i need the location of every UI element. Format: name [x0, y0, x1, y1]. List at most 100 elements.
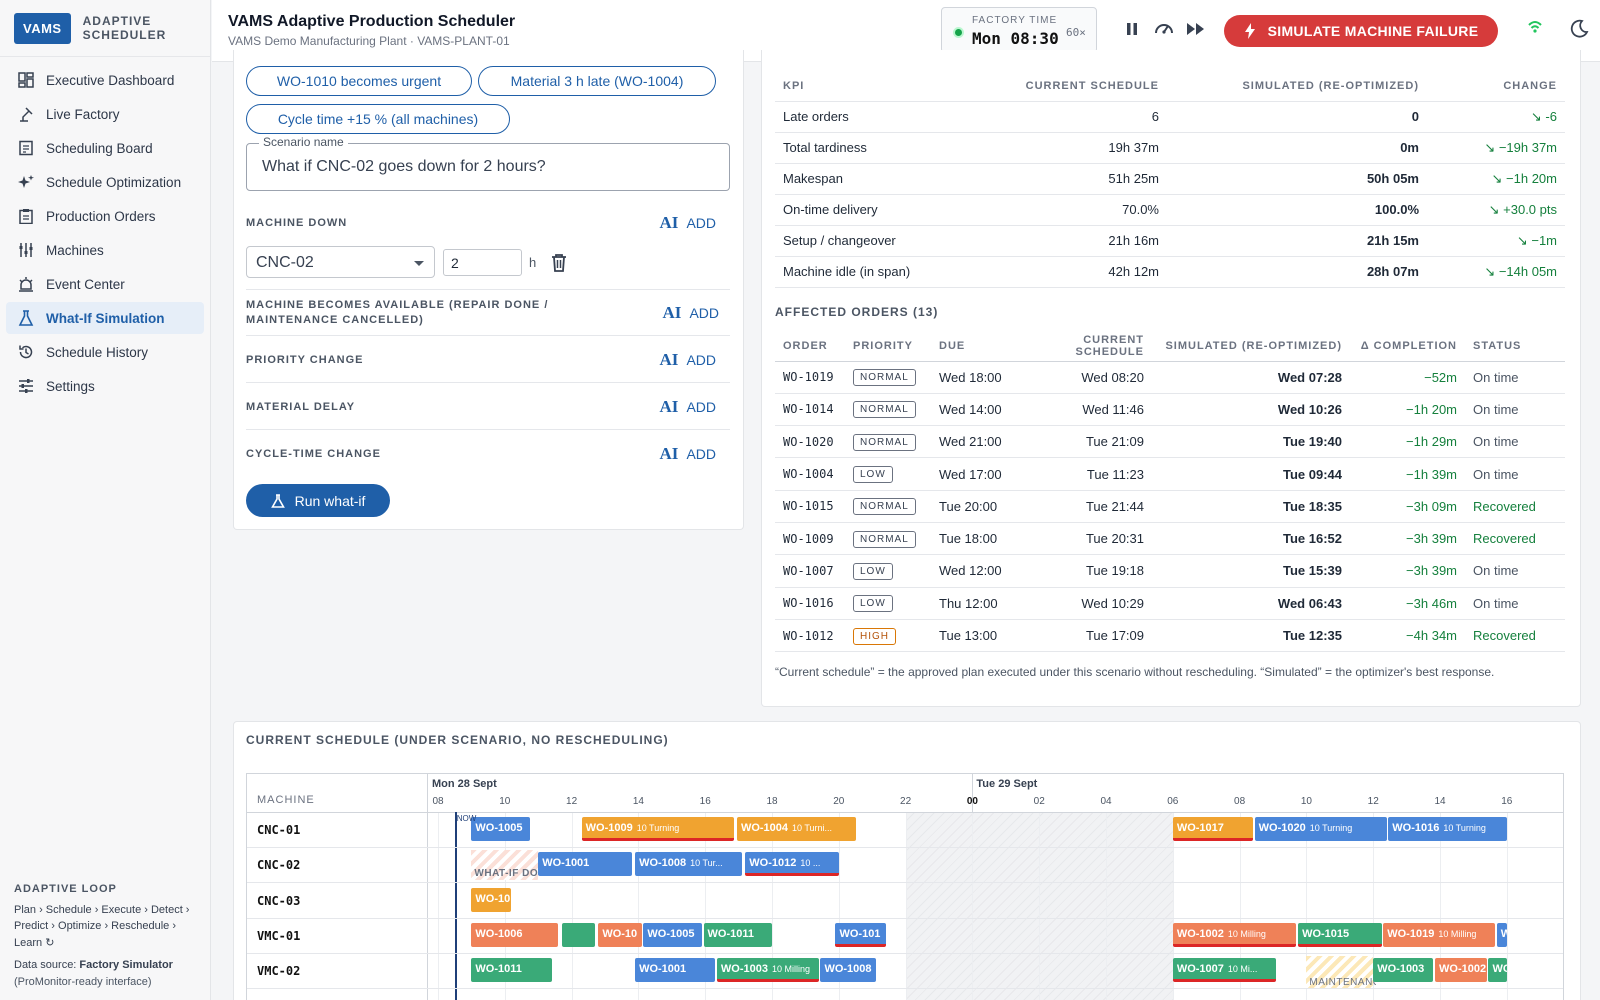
task-bar[interactable]: WO-10	[598, 922, 642, 947]
task-operation: 10 Turning	[1443, 823, 1486, 833]
history-icon	[19, 345, 33, 359]
add-machine-available-button[interactable]: AI ADD	[663, 303, 719, 323]
task-bar[interactable]: WO-1005	[471, 817, 530, 841]
task-bar[interactable]: WO-1002	[1435, 958, 1487, 983]
kpi-cell: Total tardiness	[775, 132, 995, 164]
task-bar[interactable]: WO-1008 10 Tur...	[635, 852, 742, 877]
task-bar[interactable]: WO-1004 10 Turni...	[736, 817, 856, 841]
sidebar-item-schedule-history[interactable]: Schedule History	[6, 336, 204, 368]
orders-col-header: Δ COMPLETION	[1350, 331, 1465, 362]
sidebar-item-label: Executive Dashboard	[46, 72, 175, 88]
task-bar[interactable]: WO-1001	[635, 958, 716, 983]
preset-chip-urgent[interactable]: WO-1010 becomes urgent	[246, 66, 472, 96]
theme-toggle-button[interactable]	[1566, 16, 1592, 42]
task-bar[interactable]: WO-1020 10 Turning	[1254, 817, 1387, 841]
task-bar[interactable]: WO-1011	[471, 958, 552, 983]
task-bar[interactable]: WO-1003 10 Milling	[716, 958, 819, 983]
add-machine-down-button[interactable]: AI ADD	[660, 213, 716, 233]
preset-chip-material-late[interactable]: Material 3 h late (WO-1004)	[478, 66, 716, 96]
simulate-machine-failure-button[interactable]: SIMULATE MACHINE FAILURE	[1224, 15, 1498, 47]
order-cell: LOW	[845, 554, 931, 588]
task-operation: 10 Milling	[771, 964, 811, 975]
task-label: WO-1016	[1392, 822, 1440, 834]
sidebar-item-production-orders[interactable]: Production Orders	[6, 200, 204, 232]
preset-chip-cycle-time[interactable]: Cycle time +15 % (all machines)	[246, 104, 510, 134]
machine-label: CNC-03	[257, 893, 301, 908]
wifi-icon	[1528, 21, 1542, 33]
sidebar-item-event-center[interactable]: Event Center	[6, 268, 204, 300]
kpi-cell: ↘ -6	[1427, 101, 1565, 133]
kpi-row: Machine idle (in span) 42h 12m 28h 07m ↘ −1…	[775, 256, 1565, 288]
sidebar-item-what-if-simulation[interactable]: What-If Simulation	[6, 302, 204, 334]
sidebar-item-settings[interactable]: Settings	[6, 370, 204, 402]
task-bar[interactable]	[561, 922, 595, 947]
scenario-name-input[interactable]: What if CNC-02 goes down for 2 hours?	[262, 158, 546, 175]
task-bar[interactable]: WO-10	[471, 887, 512, 912]
sidebar-item-machines[interactable]: Machines	[6, 234, 204, 266]
task-bar[interactable]: WO-1019 10 Milling	[1383, 922, 1496, 947]
task-bar[interactable]: WO-1003	[1373, 958, 1434, 983]
sidebar-item-executive-dashboard[interactable]: Executive Dashboard	[6, 64, 204, 96]
kpi-col-header: CHANGE	[1427, 71, 1565, 102]
task-bar[interactable]: WO-1012 10 ...	[745, 852, 839, 877]
order-cell: Tue 19:40	[1152, 425, 1350, 459]
brand[interactable]: VAMS ADAPTIVE SCHEDULER	[0, 0, 210, 57]
task-label: WO-1008	[824, 963, 872, 976]
order-cell: Tue 12:35	[1152, 619, 1350, 653]
run-what-if-button[interactable]: Run what-if	[246, 484, 390, 517]
add-material-delay-button[interactable]: AI ADD	[660, 397, 716, 417]
speed-button[interactable]	[1151, 16, 1177, 42]
order-row[interactable]: WO-1014 NORMAL Wed 14:00 Wed 11:46 Wed 10:26…	[775, 393, 1565, 427]
task-bar[interactable]: WO-1005	[643, 922, 702, 947]
task-bar[interactable]: WO-10	[1488, 958, 1507, 983]
add-label: ADD	[689, 305, 719, 321]
sidebar-item-schedule-optimization[interactable]: Schedule Optimization	[6, 166, 204, 198]
pause-button[interactable]	[1119, 16, 1145, 42]
task-bar[interactable]: WO-1017	[1172, 817, 1253, 841]
task-bar[interactable]: WO-1016 10 Turning	[1388, 817, 1507, 841]
hour-gridline	[705, 812, 707, 1000]
sidebar-item-live-factory[interactable]: Live Factory	[6, 98, 204, 130]
order-row[interactable]: WO-1012 HIGH Tue 13:00 Tue 17:09 Tue 12:35 −4…	[775, 619, 1565, 653]
sidebar-item-scheduling-board[interactable]: Scheduling Board	[6, 132, 204, 164]
task-bar[interactable]: WO-1006	[471, 922, 559, 947]
down-hours-input[interactable]: 2	[443, 249, 522, 276]
kpi-cell: 51h 25m	[995, 163, 1167, 195]
priority-badge: NORMAL	[853, 433, 916, 451]
kpi-col-header: KPI	[775, 71, 995, 102]
sidebar-item-label: Machines	[46, 242, 104, 258]
scenario-name-field[interactable]: Scenario name What if CNC-02 goes down f…	[246, 135, 730, 191]
kpi-row: Makespan 51h 25m 50h 05m ↘ −1h 20m	[775, 163, 1565, 195]
order-row[interactable]: WO-1015 NORMAL Tue 20:00 Tue 21:44 Tue 18:35…	[775, 490, 1565, 523]
kpi-table-body: Late orders 6 0 ↘ -6 Total tardiness 19h 37m 0…	[775, 101, 1565, 288]
gantt-timeline-header-line	[428, 812, 1563, 813]
delete-condition-button[interactable]	[551, 253, 567, 275]
kpi-cell: On-time delivery	[775, 194, 995, 226]
order-row[interactable]: WO-1019 NORMAL Wed 18:00 Wed 08:20 Wed 07:28…	[775, 361, 1565, 394]
task-bar[interactable]: WO-101	[835, 922, 886, 947]
add-priority-change-button[interactable]: AI ADD	[660, 350, 716, 370]
kpi-cell: Late orders	[775, 101, 995, 133]
order-cell: Wed 07:28	[1152, 361, 1350, 394]
task-bar[interactable]: WO-1001	[538, 852, 632, 877]
add-label: ADD	[686, 446, 716, 462]
run-what-if-label: Run what-if	[294, 492, 366, 509]
task-bar[interactable]: WO-10	[1496, 922, 1507, 947]
add-cycle-time-button[interactable]: AI ADD	[660, 444, 716, 464]
order-row[interactable]: WO-1016 LOW Thu 12:00 Wed 10:29 Wed 06:43 −3h…	[775, 587, 1565, 620]
order-row[interactable]: WO-1009 NORMAL Tue 18:00 Tue 20:31 Tue 16:52…	[775, 522, 1565, 556]
order-row[interactable]: WO-1004 LOW Wed 17:00 Tue 11:23 Tue 09:44 −1h…	[775, 457, 1565, 491]
task-bar[interactable]: WO-1015	[1298, 922, 1382, 947]
machine-select[interactable]: CNC-02	[246, 246, 435, 278]
task-label: WO-1002	[1439, 963, 1487, 976]
fast-forward-button[interactable]	[1183, 16, 1209, 42]
task-bar[interactable]: WO-1009 10 Turning	[581, 817, 734, 841]
order-cell: NORMAL	[845, 522, 931, 556]
task-bar[interactable]: WO-1002 10 Milling	[1172, 922, 1297, 947]
task-bar[interactable]: WO-1008	[820, 958, 876, 983]
task-bar[interactable]: WO-1007 10 Mi...	[1172, 958, 1277, 983]
order-row[interactable]: WO-1020 NORMAL Wed 21:00 Tue 21:09 Tue 19:40…	[775, 425, 1565, 459]
order-cell: −4h 34m	[1350, 619, 1465, 653]
order-row[interactable]: WO-1007 LOW Wed 12:00 Tue 19:18 Tue 15:39 −3h…	[775, 554, 1565, 588]
task-bar[interactable]: WO-1011	[703, 922, 773, 947]
